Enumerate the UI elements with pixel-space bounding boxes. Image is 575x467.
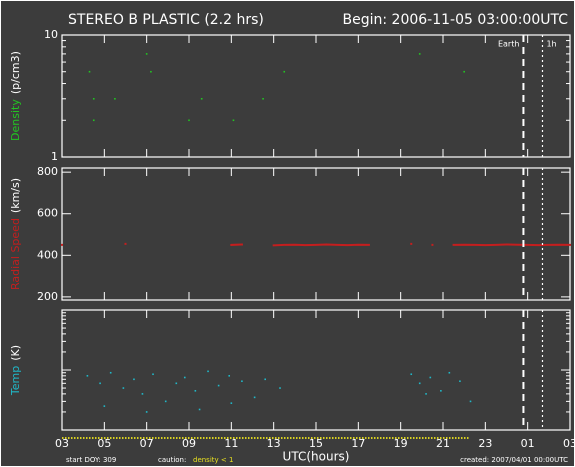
data-point [194,390,197,392]
data-point [86,375,89,377]
y-axis-label: Density (p/cm3) [9,51,22,141]
data-point [264,378,266,381]
data-point [418,53,421,55]
y-label-unit: (K) [9,345,22,361]
data-point [429,376,432,379]
data-point [122,387,125,389]
data-point [109,371,112,374]
y-label-name: Radial Speed [9,218,22,290]
data-point [92,119,95,122]
x-axis-label: UTC(hours) [283,450,350,464]
data-point [114,97,116,100]
data-point [164,400,167,403]
x-tick-label: 09 [182,437,196,450]
x-tick-label: 05 [97,437,111,450]
x-tick-label: 19 [394,437,408,450]
created-date: created: 2007/04/01 00:00UTC [460,456,568,464]
caution-note: density < 1 [193,456,233,464]
y-label-name: Density [9,99,22,141]
x-tick-label: 15 [309,437,323,450]
data-point [207,370,209,373]
data-point [440,390,442,392]
data-point [232,119,235,122]
begin-time: Begin: 2006-11-05 03:00:00UTC [343,12,569,28]
data-point [410,373,413,376]
data-point [103,405,106,407]
y-axis-label: Temp (K) [9,345,22,396]
y-tick-label: 400 [37,248,58,261]
data-point [99,382,101,385]
data-point [152,373,154,376]
data-point [283,70,286,73]
y-tick-label: 200 [37,290,58,303]
data-point [92,97,95,100]
y-axis-label: Radial Speed (km/s) [9,178,22,290]
data-point [279,387,281,389]
data-point [469,400,472,403]
x-tick-label: 03 [55,437,69,450]
caution-label: caution: [158,456,186,464]
x-tick-label: 13 [267,437,281,450]
data-point [200,97,203,100]
x-tick-label: 23 [478,437,492,450]
data-point [133,378,135,381]
data-point [198,408,201,411]
x-tick-label: 07 [140,437,154,450]
data-point [145,53,148,55]
y-label-unit: (p/cm3) [9,51,22,94]
y-label-name: Temp [9,366,22,396]
chart-title: STEREO B PLASTIC (2.2 hrs) [68,12,264,28]
data-point [217,384,220,387]
data-point [150,70,152,73]
y-tick-label: 1 [51,150,58,163]
data-point [463,70,465,73]
marker-label: 1h [546,40,556,49]
x-tick-label: 21 [436,437,450,450]
data-point [262,97,264,100]
start-doy: start DOY: 309 [66,456,116,464]
data-point [88,70,91,73]
data-point [141,393,144,395]
data-point [228,375,231,377]
y-label-unit: (km/s) [9,178,22,213]
data-point [253,396,256,399]
data-point [241,380,243,383]
data-point [145,411,148,413]
data-point [230,402,233,404]
y-tick-label: 10 [44,28,58,41]
x-tick-label: 11 [224,437,238,450]
x-tick-label: 17 [351,437,365,450]
data-point [418,382,421,385]
x-tick-label: 03 [563,437,575,450]
data-point [448,371,451,374]
data-point [183,376,186,379]
data-point [425,393,427,395]
speed-line [61,242,572,247]
marker-label: Earth [498,40,519,49]
data-point [175,382,178,385]
x-tick-label: 01 [521,437,535,450]
y-tick-label: 800 [37,165,58,178]
data-point [188,119,190,122]
data-point [459,380,461,383]
y-tick-label: 600 [37,207,58,220]
